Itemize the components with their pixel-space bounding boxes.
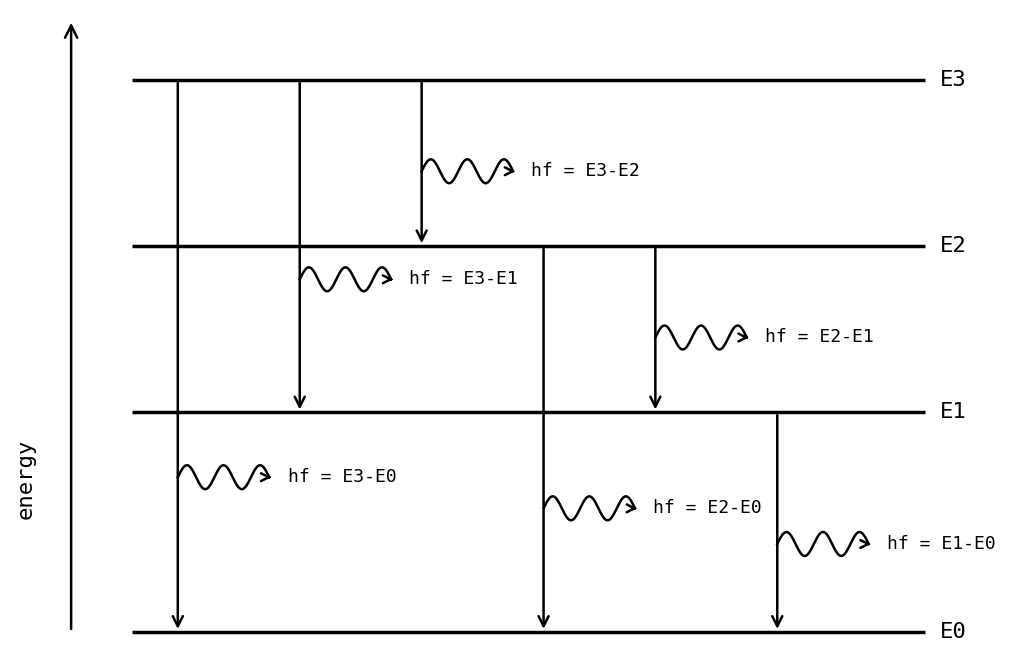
Text: energy: energy: [15, 439, 36, 519]
Text: E1: E1: [940, 402, 967, 422]
Text: E0: E0: [940, 622, 967, 642]
Text: hf = E2-E0: hf = E2-E0: [653, 499, 762, 517]
Text: hf = E1-E0: hf = E1-E0: [887, 535, 995, 553]
Text: E3: E3: [940, 70, 967, 90]
Text: hf = E3-E0: hf = E3-E0: [288, 468, 396, 486]
Text: E2: E2: [940, 236, 967, 256]
Text: hf = E2-E1: hf = E2-E1: [765, 329, 873, 346]
Text: hf = E3-E1: hf = E3-E1: [410, 270, 518, 289]
Text: hf = E3-E2: hf = E3-E2: [531, 162, 640, 180]
